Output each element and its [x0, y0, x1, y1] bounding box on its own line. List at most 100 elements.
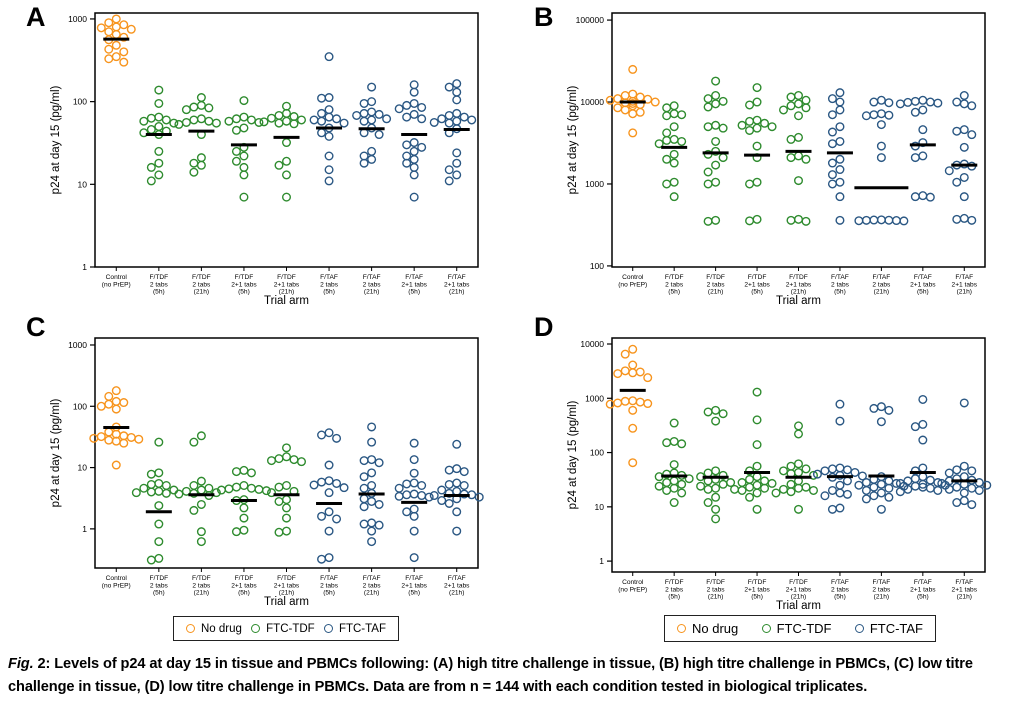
arm-tick-label: 2+1 tabs	[401, 582, 427, 589]
data-point	[196, 100, 206, 110]
data-point	[332, 433, 342, 443]
data-point	[794, 459, 804, 469]
arm-tick-label: F/TDF	[149, 274, 168, 281]
data-point	[752, 115, 762, 125]
data-point	[259, 117, 269, 127]
arm-tick-label: 2+1 tabs	[744, 586, 770, 593]
arm-tick-label: F/TDF	[277, 575, 296, 582]
data-point	[189, 437, 199, 447]
arm-tick-label: (5h)	[238, 590, 250, 597]
data-point	[910, 96, 920, 106]
data-point	[367, 107, 377, 117]
data-point	[146, 176, 156, 186]
data-point	[126, 24, 136, 34]
data-point	[827, 110, 837, 120]
data-point	[854, 480, 864, 490]
data-point	[359, 158, 369, 168]
legend-entry-ftc-taf: FTC-TAF	[854, 621, 923, 636]
data-point	[452, 478, 462, 488]
data-point	[620, 91, 630, 101]
data-point	[620, 396, 630, 406]
arm-tick-label: F/TAF	[448, 575, 466, 582]
data-point	[367, 82, 377, 92]
no-drug-marker-icon	[186, 624, 195, 633]
data-point	[359, 151, 369, 161]
data-point	[196, 153, 206, 163]
data-point	[628, 344, 638, 354]
data-point	[154, 85, 164, 95]
data-point	[282, 108, 292, 118]
data-point	[876, 504, 886, 514]
arm-tick-label: F/TAF	[320, 274, 338, 281]
data-point	[402, 479, 412, 489]
arm-tick-label: F/TDF	[192, 575, 211, 582]
data-point	[359, 116, 369, 126]
data-point	[959, 91, 969, 101]
arm-tick-label: 2+1 tabs	[910, 281, 936, 288]
data-point	[317, 511, 327, 521]
data-point	[711, 99, 721, 109]
data-point	[752, 480, 762, 490]
data-point	[332, 514, 342, 524]
data-point	[952, 97, 962, 107]
data-point	[267, 456, 277, 466]
arm-tick-label: (21h)	[194, 590, 209, 597]
data-point	[677, 488, 687, 498]
data-point	[835, 105, 845, 115]
data-point	[801, 464, 811, 474]
data-point	[711, 177, 721, 187]
data-point	[374, 520, 384, 530]
data-point	[801, 154, 811, 164]
arm-tick-label: F/TAF	[914, 274, 932, 281]
data-point	[154, 146, 164, 156]
data-point	[324, 52, 334, 62]
data-point	[402, 151, 412, 161]
data-point	[367, 422, 377, 432]
data-point	[444, 110, 454, 120]
arm-tick-label: (5h)	[917, 594, 929, 601]
y-tick-label: 10	[78, 179, 88, 189]
data-point	[786, 479, 796, 489]
data-point	[339, 483, 349, 493]
data-point	[196, 431, 206, 441]
data-point	[154, 158, 164, 168]
data-point	[827, 158, 837, 168]
data-point	[111, 396, 121, 406]
data-point	[139, 128, 149, 138]
data-point	[146, 487, 156, 497]
data-point	[737, 478, 747, 488]
arm-tick-label: (21h)	[874, 289, 889, 296]
data-point	[794, 421, 804, 431]
data-point	[452, 464, 462, 474]
data-point	[925, 192, 935, 202]
data-point	[910, 153, 920, 163]
data-point	[809, 485, 819, 495]
data-point	[760, 476, 770, 486]
arm-tick-label: 2+1 tabs	[786, 586, 812, 593]
data-point	[231, 125, 241, 135]
data-point	[628, 89, 638, 99]
data-point	[669, 498, 679, 508]
data-point	[224, 116, 234, 126]
data-point	[282, 116, 292, 126]
data-point	[662, 485, 672, 495]
arm-tick-label: 2 tabs	[707, 586, 726, 593]
data-point	[677, 136, 687, 146]
y-tick-label: 1	[82, 524, 87, 534]
data-point	[394, 491, 404, 501]
data-point	[134, 434, 144, 444]
data-point	[196, 485, 206, 495]
data-point	[126, 432, 136, 442]
data-point	[216, 485, 226, 495]
data-point	[801, 482, 811, 492]
data-point	[794, 483, 804, 493]
legend-label-ftc-taf: FTC-TAF	[869, 621, 923, 636]
arm-tick-label: 2 tabs	[320, 582, 339, 589]
data-point	[146, 469, 156, 479]
data-point	[779, 105, 789, 115]
data-point	[394, 104, 404, 114]
data-point	[827, 504, 837, 514]
data-point	[111, 460, 121, 470]
